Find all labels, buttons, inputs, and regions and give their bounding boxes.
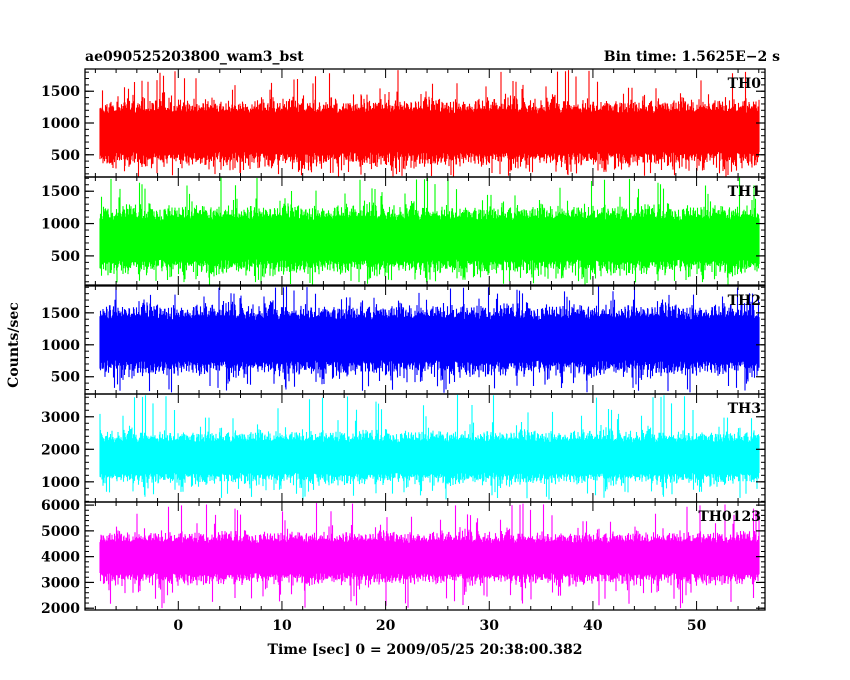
panel-th0123: 2000 3000 4000 5000 6000 TH0123 — [41, 498, 766, 617]
panel-label-th0: TH0 — [728, 76, 762, 92]
panel-th1: 500 1000 1500 TH1 — [41, 176, 766, 286]
panel-th3: 1000 2000 3000 TH3 — [41, 393, 766, 503]
x-tick-label: 30 — [480, 618, 500, 634]
x-tick-label: 40 — [583, 618, 603, 634]
panel-frame — [84, 501, 766, 611]
y-tick-label: 1000 — [41, 338, 80, 354]
panel-frame — [84, 176, 766, 286]
x-tick-label: 50 — [687, 618, 707, 634]
series-th3-line — [99, 394, 760, 500]
x-axis-label: Time [sec] 0 = 2009/05/25 20:38:00.382 — [268, 642, 583, 658]
x-tick-label: 20 — [376, 618, 396, 634]
y-tick-label: 1500 — [41, 184, 80, 200]
panel-label-th2: TH2 — [728, 293, 761, 309]
series-th2-line — [99, 286, 760, 393]
panel-label-th1: TH1 — [728, 184, 761, 200]
y-tick-label: 3000 — [41, 410, 80, 426]
series-th0-line — [99, 70, 760, 177]
x-tick-label: 0 — [173, 618, 183, 634]
y-tick-label: 500 — [51, 148, 80, 164]
y-axis-label: Counts/sec — [6, 302, 22, 388]
y-tick-label: 5000 — [41, 524, 80, 540]
series-th0123-line — [99, 503, 760, 609]
y-tick-label: 1000 — [41, 116, 80, 132]
y-tick-label: 3000 — [41, 575, 80, 591]
y-tick-label: 1000 — [41, 217, 80, 233]
panel-th0: 500 1000 1500 TH0 — [41, 68, 766, 178]
x-tick-label: 10 — [272, 618, 292, 634]
series-th1-line — [99, 177, 760, 285]
figure-title: ae090525203800_wam3_bst — [85, 49, 304, 65]
y-tick-label: 500 — [51, 249, 80, 265]
y-tick-label: 1500 — [41, 306, 80, 322]
panel-th2: 500 1000 1500 TH2 — [41, 285, 766, 395]
y-tick-label: 1000 — [41, 475, 80, 491]
y-tick-label: 2000 — [41, 442, 80, 458]
y-tick-label: 1500 — [41, 84, 80, 100]
y-tick-label: 4000 — [41, 550, 80, 566]
y-tick-label: 6000 — [41, 498, 80, 514]
bin-time-label: Bin time: 1.5625E−2 s — [604, 49, 780, 65]
panel-label-th0123: TH0123 — [698, 509, 761, 525]
y-tick-label: 500 — [51, 370, 80, 386]
panel-label-th3: TH3 — [728, 401, 761, 417]
y-tick-label: 2000 — [41, 601, 80, 617]
